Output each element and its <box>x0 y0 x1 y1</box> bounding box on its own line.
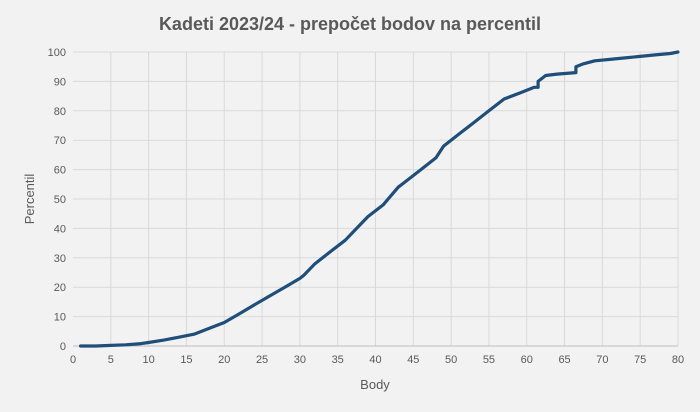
y-tick-label: 100 <box>48 47 66 59</box>
x-tick-label: 60 <box>521 354 533 366</box>
x-tick-label: 80 <box>672 354 684 366</box>
x-axis-label: Body <box>360 377 390 392</box>
y-axis-label: Percentil <box>22 174 37 225</box>
x-tick-label: 0 <box>70 354 76 366</box>
grid-lines <box>73 51 679 346</box>
series-layer <box>78 50 680 348</box>
x-tick-label: 25 <box>256 354 268 366</box>
x-tick-label: 50 <box>445 354 457 366</box>
y-tick-label: 10 <box>54 312 66 324</box>
series-line-0 <box>78 50 680 348</box>
x-axis-ticks: 0 5 10 15 20 25 30 35 40 45 50 55 60 65 70 75 80 <box>70 354 684 366</box>
y-tick-label: 90 <box>54 76 66 88</box>
y-tick-label: 30 <box>54 253 66 265</box>
x-tick-label: 10 <box>143 354 155 366</box>
x-tick-label: 20 <box>218 354 230 366</box>
x-tick-label: 5 <box>108 354 114 366</box>
y-tick-label: 50 <box>54 194 66 206</box>
x-tick-label: 45 <box>407 354 419 366</box>
y-tick-label: 20 <box>54 282 66 294</box>
x-tick-label: 65 <box>558 354 570 366</box>
y-tick-label: 60 <box>54 165 66 177</box>
x-tick-label: 35 <box>332 354 344 366</box>
x-tick-label: 70 <box>596 354 608 366</box>
y-tick-label: 70 <box>54 135 66 147</box>
y-tick-label: 80 <box>54 106 66 118</box>
y-axis-ticks: 0 10 20 30 40 50 60 70 80 90 100 <box>48 47 66 353</box>
x-tick-label: 55 <box>483 354 495 366</box>
x-tick-label: 15 <box>180 354 192 366</box>
chart-title: Kadeti 2023/24 - prepočet bodov na perce… <box>159 14 541 34</box>
x-tick-label: 30 <box>294 354 306 366</box>
y-tick-label: 0 <box>60 341 66 353</box>
x-tick-label: 75 <box>634 354 646 366</box>
y-tick-label: 40 <box>54 223 66 235</box>
x-tick-label: 40 <box>369 354 381 366</box>
